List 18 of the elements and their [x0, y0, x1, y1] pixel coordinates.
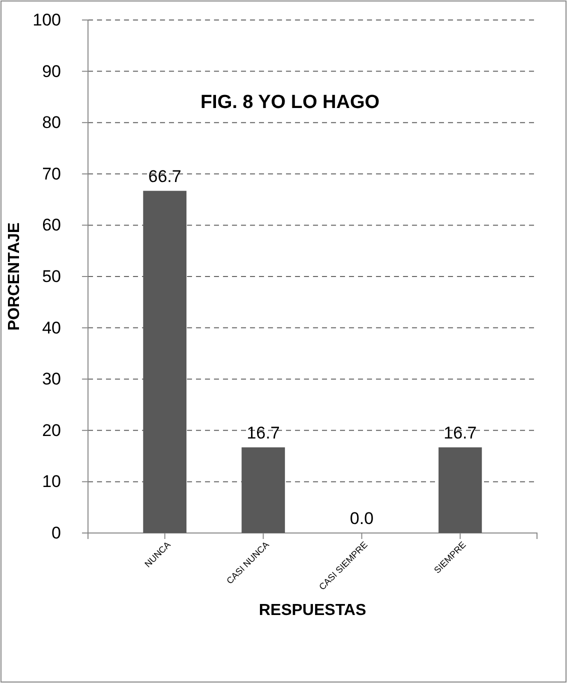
y-tick-label: 0 — [52, 523, 61, 542]
y-tick-label: 20 — [42, 420, 61, 440]
data-label: 66.7 — [148, 166, 182, 186]
y-tick-label: 60 — [42, 216, 61, 235]
y-axis-title: PORCENTAJE — [6, 222, 23, 331]
y-tick-label: 80 — [42, 113, 61, 132]
y-tick-label: 90 — [42, 62, 61, 81]
data-label: 16.7 — [246, 423, 280, 442]
y-tick-label: 30 — [42, 370, 61, 389]
y-tick-label: 70 — [42, 164, 61, 184]
x-axis-title: RESPUESTAS — [258, 602, 366, 619]
y-tick-label: 10 — [42, 472, 61, 492]
data-label: 16.7 — [444, 423, 477, 442]
y-tick-label: 40 — [42, 318, 61, 338]
text: FIG. 8 YO LO HAGO — [200, 92, 380, 113]
y-tick-label: 100 — [32, 10, 61, 30]
y-tick-label: 50 — [42, 266, 61, 286]
data-label: 0.0 — [350, 509, 374, 528]
